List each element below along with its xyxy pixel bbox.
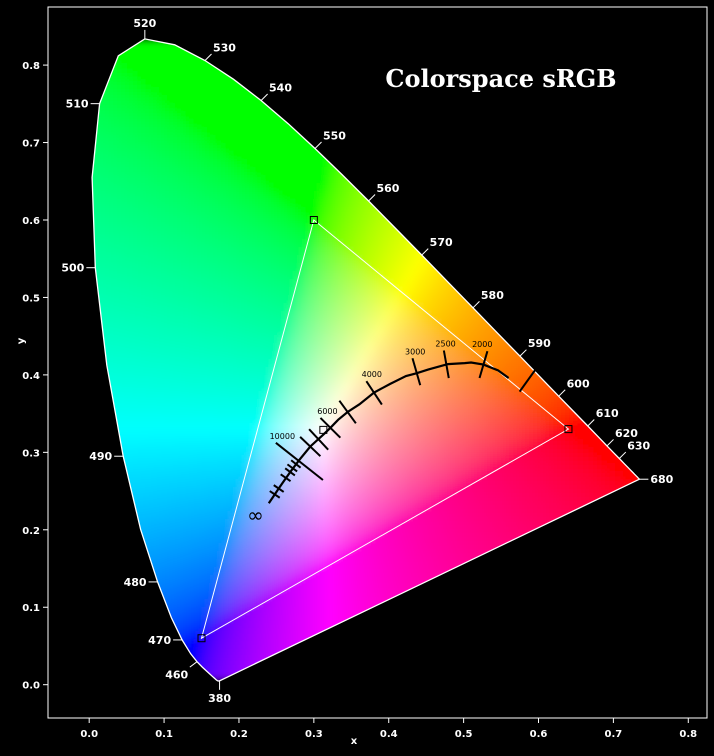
cct-label: 2500 [435, 339, 455, 348]
cct-tick [411, 357, 422, 386]
cct-tick [308, 428, 329, 451]
y-tick-label: 0.1 [22, 603, 40, 614]
wavelength-label: 490 [89, 450, 112, 463]
cct-tick [365, 380, 383, 406]
x-axis-label: x [351, 736, 358, 747]
y-tick-label: 0.3 [22, 448, 40, 459]
x-tick-label: 0.7 [605, 729, 623, 740]
cct-tick [284, 467, 296, 477]
wavelength-label: 470 [148, 634, 171, 647]
axes: 0.0 0.1 0.2 0.3 0.4 0.5 0.6 0.7 0.8 0.0 0.1 0.2 0.3 0… [22, 61, 697, 740]
cct-tick [286, 463, 298, 473]
wavelength-tick [558, 389, 566, 397]
wavelength-tick [368, 194, 376, 202]
cct-tick [319, 417, 342, 439]
wavelength-tick [519, 349, 527, 357]
plot-frame [47, 6, 708, 719]
wavelength-tick [421, 248, 429, 256]
y-tick-label: 0.0 [22, 681, 40, 692]
cct-ticks: 10000 6000 4000 3000 2500 2000 ∞ [247, 339, 537, 527]
wavelength-label: 530 [213, 42, 236, 55]
wavelength-label: 620 [615, 427, 638, 440]
cct-tick [518, 368, 537, 393]
wavelength-label: 380 [208, 692, 231, 705]
x-tick-label: 0.5 [455, 729, 473, 740]
cct-tick [275, 442, 324, 481]
wavelength-tick [189, 661, 198, 668]
wavelength-label: 680 [650, 473, 673, 486]
cct-label: 6000 [317, 407, 337, 416]
wavelength-label: 510 [66, 98, 89, 111]
wavelength-label: 520 [133, 17, 156, 30]
cct-tick [478, 350, 489, 379]
wavelength-label: 560 [377, 182, 400, 195]
wavelength-label: 630 [627, 440, 650, 453]
gamut-green-marker [309, 215, 318, 224]
y-tick-label: 0.2 [22, 526, 40, 537]
wavelength-tick [472, 300, 480, 309]
infinity-label: ∞ [247, 503, 264, 527]
y-tick-label: 0.6 [22, 216, 40, 227]
wavelength-label: 570 [430, 236, 453, 249]
wavelength-tick [204, 53, 212, 61]
cct-tick [299, 436, 322, 457]
cct-tick [290, 459, 302, 469]
wavelength-tick [587, 419, 595, 427]
x-tick-label: 0.1 [155, 729, 173, 740]
wavelength-tick [314, 141, 322, 149]
wavelength-label: 460 [165, 668, 188, 681]
gamut-red-marker [564, 425, 573, 434]
cct-tick [280, 473, 292, 482]
x-tick-label: 0.0 [80, 729, 98, 740]
chart-title: Colorspace sRGB [385, 64, 616, 93]
cct-tick [269, 490, 281, 499]
wavelength-label: 610 [596, 407, 619, 420]
wavelength-label: 600 [567, 377, 590, 390]
cct-label: 2000 [472, 340, 492, 349]
wavelength-ticks: 380 460 470 480 490 500 510 520 530 540 550 560 570 5… [61, 17, 673, 705]
cct-tick [273, 484, 285, 493]
planckian-locus [267, 361, 510, 504]
x-tick-label: 0.4 [380, 729, 398, 740]
srgb-gamut-triangle [200, 219, 570, 640]
wavelength-label: 590 [528, 337, 551, 350]
cct-tick [338, 400, 357, 424]
wavelength-label: 480 [124, 576, 147, 589]
cct-label: 10000 [270, 432, 295, 441]
cct-tick [442, 350, 450, 379]
x-tick-label: 0.8 [679, 729, 697, 740]
cct-label: 4000 [362, 370, 382, 379]
y-tick-label: 0.7 [22, 139, 40, 150]
wavelength-label: 540 [269, 82, 292, 95]
y-tick-label: 0.5 [22, 293, 40, 304]
y-axis-label: y [16, 337, 27, 344]
y-tick-label: 0.4 [22, 371, 40, 382]
x-tick-label: 0.6 [530, 729, 548, 740]
x-tick-label: 0.2 [230, 729, 248, 740]
wavelength-tick [606, 439, 614, 447]
wavelength-label: 550 [323, 130, 346, 143]
cct-label: 3000 [405, 347, 425, 356]
wavelength-label: 580 [481, 289, 504, 302]
wavelength-tick [618, 451, 627, 459]
spectral-locus [91, 38, 641, 682]
gamut-blue-marker [197, 634, 206, 643]
wavelength-tick [260, 93, 268, 101]
wavelength-label: 500 [61, 262, 84, 275]
y-tick-label: 0.8 [22, 61, 40, 72]
x-tick-label: 0.3 [305, 729, 323, 740]
